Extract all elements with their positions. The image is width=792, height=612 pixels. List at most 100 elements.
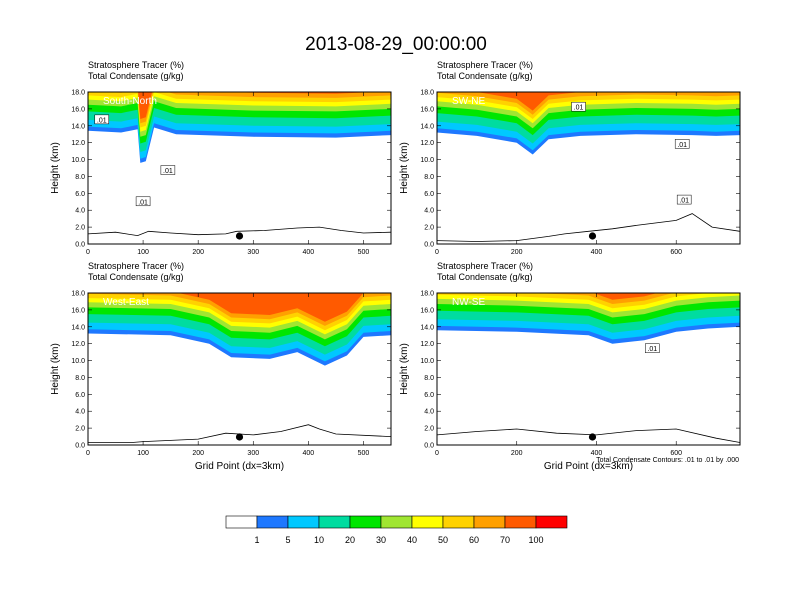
y-tick-label: 12.0	[420, 140, 434, 147]
location-marker	[588, 232, 597, 240]
y-tick-label: 16.0	[420, 307, 434, 314]
y-axis-label: Height (km)	[399, 343, 410, 395]
y-tick-label: 14.0	[420, 123, 434, 130]
panel-subtitle-condensate: Total Condensate (g/kg)	[437, 272, 533, 282]
contour-label: .01	[138, 199, 148, 206]
x-tick-label: 200	[511, 450, 523, 457]
y-tick-label: 18.0	[420, 291, 434, 298]
x-tick-label: 500	[358, 249, 370, 256]
colorbar-swatch-0	[225, 515, 258, 529]
contour-label: .01	[679, 198, 689, 205]
panel-plot-area	[88, 293, 391, 445]
tracer-band-6	[88, 92, 391, 128]
terrain-line	[88, 226, 391, 237]
contour-label-box	[676, 194, 692, 205]
x-tick-label: 0	[435, 450, 439, 457]
colorbar-label: 40	[407, 535, 417, 545]
panel-frame	[87, 91, 392, 245]
x-tick-label: 0	[86, 249, 90, 256]
colorbar-swatch-10	[535, 515, 568, 529]
panel-subtitle-condensate: Total Condensate (g/kg)	[88, 71, 184, 81]
y-tick-label: 12.0	[420, 341, 434, 348]
y-tick-label: 6.0	[424, 392, 434, 399]
panel-nw-se: Stratosphere Tracer (%)Total Condensate …	[399, 261, 741, 472]
terrain-line	[437, 213, 740, 242]
x-tick-label: 300	[247, 450, 259, 457]
contour-label: .01	[677, 142, 687, 149]
y-tick-label: 0.0	[424, 242, 434, 249]
colorbar-swatch-2	[287, 515, 320, 529]
colorbar-label: 1	[254, 535, 259, 545]
colorbar-label: 60	[469, 535, 479, 545]
x-tick-label: 500	[358, 450, 370, 457]
contour-label: .01	[163, 168, 173, 175]
colorbar-swatch-5	[380, 515, 413, 529]
x-tick-label: 0	[435, 249, 439, 256]
x-tick-label: 200	[192, 450, 204, 457]
y-tick-label: 4.0	[424, 409, 434, 416]
x-tick-label: 400	[303, 450, 315, 457]
y-tick-label: 10.0	[420, 157, 434, 164]
y-tick-label: 14.0	[71, 324, 85, 331]
contour-label-box	[160, 165, 176, 175]
y-tick-label: 0.0	[75, 242, 85, 249]
y-tick-label: 4.0	[75, 208, 85, 215]
panel-plot-area: .01	[437, 293, 740, 445]
colorbar-label: 10	[314, 535, 324, 545]
contour-label-box	[645, 343, 660, 353]
y-tick-label: 8.0	[424, 174, 434, 181]
panel-subtitle-tracer: Stratosphere Tracer (%)	[437, 261, 533, 271]
colorbar-label: 20	[345, 535, 355, 545]
panel-subtitle-condensate: Total Condensate (g/kg)	[437, 71, 533, 81]
y-tick-label: 6.0	[75, 191, 85, 198]
y-tick-label: 2.0	[424, 426, 434, 433]
panel-label: South-North	[103, 96, 157, 107]
x-axis-label: Grid Point (dx=3km)	[195, 461, 284, 472]
x-tick-label: 400	[591, 450, 603, 457]
y-tick-label: 10.0	[71, 157, 85, 164]
tracer-band-8	[593, 293, 658, 300]
colorbar-swatch-6	[411, 515, 444, 529]
terrain-line	[88, 424, 391, 443]
colorbar-swatch-1	[256, 515, 289, 529]
colorbar: 1 5 10 20 30 40 50 60 70 100	[225, 515, 568, 545]
panel-label: West-East	[103, 297, 149, 308]
y-tick-label: 8.0	[75, 174, 85, 181]
y-tick-label: 2.0	[424, 225, 434, 232]
y-tick-label: 16.0	[71, 106, 85, 113]
colorbar-swatch-9	[504, 515, 537, 529]
contour-footnote: Total Condensate Contours: .01 to .01 by…	[596, 457, 739, 464]
contour-label-box	[571, 101, 586, 112]
y-tick-label: 16.0	[420, 106, 434, 113]
tracer-band-5	[88, 92, 391, 132]
x-tick-label: 200	[511, 249, 523, 256]
x-tick-label: 0	[86, 450, 90, 457]
colorbar-swatch-4	[349, 515, 382, 529]
y-tick-label: 2.0	[75, 426, 85, 433]
panel-sw-ne: Stratosphere Tracer (%)Total Condensate …	[399, 60, 741, 256]
y-tick-label: 18.0	[71, 90, 85, 97]
x-tick-label: 100	[137, 249, 149, 256]
colorbar-label: 5	[285, 535, 290, 545]
y-tick-label: 4.0	[75, 409, 85, 416]
contour-label-box	[135, 196, 151, 207]
contour-label: .01	[574, 105, 584, 112]
x-tick-label: 100	[137, 450, 149, 457]
colorbar-label: 30	[376, 535, 386, 545]
y-tick-label: 16.0	[71, 307, 85, 314]
panel-frame	[436, 91, 741, 245]
y-tick-label: 14.0	[420, 324, 434, 331]
panel-label: NW-SE	[452, 297, 485, 308]
colorbar-swatch-7	[442, 515, 475, 529]
y-tick-label: 12.0	[71, 341, 85, 348]
panel-subtitle-tracer: Stratosphere Tracer (%)	[88, 60, 184, 70]
panel-label: SW-NE	[452, 96, 485, 107]
x-tick-label: 600	[670, 450, 682, 457]
y-tick-label: 6.0	[75, 392, 85, 399]
panel-plot-area: .01 .01 .01	[437, 92, 740, 244]
y-tick-label: 18.0	[71, 291, 85, 298]
tracer-band-8	[178, 293, 364, 322]
panel-frame	[436, 292, 741, 446]
location-marker	[588, 433, 597, 441]
